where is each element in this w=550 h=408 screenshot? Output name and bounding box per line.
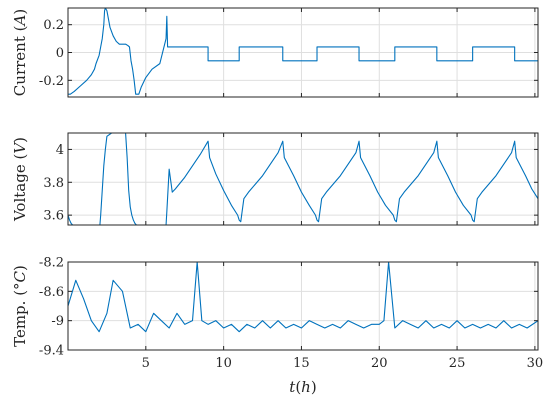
voltage-panel: 3.6 3.8 4 Voltage (V) [11, 132, 539, 226]
y-axis-label: Current (A) [11, 9, 29, 96]
x-tick-label: 5 [142, 356, 150, 371]
y-tick-label: 0.2 [43, 18, 64, 33]
axes-frame [67, 261, 539, 351]
series-line [68, 262, 538, 333]
axes-frame [67, 132, 539, 226]
x-tick-label: 25 [449, 356, 466, 371]
series-line [68, 133, 538, 225]
y-tick-label: 3.8 [43, 176, 64, 191]
x-tick-label: 15 [293, 356, 310, 371]
y-tick-label: 0 [56, 46, 64, 61]
y-tick-label: -9 [51, 314, 64, 329]
x-tick-label: 20 [371, 356, 388, 371]
current-panel: -0.2 0 0.2 Current (A) [11, 7, 539, 98]
y-tick-label: 4 [56, 143, 64, 158]
x-tick-label: 10 [215, 356, 232, 371]
y-tick-label: -8.2 [39, 256, 64, 271]
y-tick-label: 3.6 [43, 209, 64, 224]
series-line [68, 8, 538, 95]
x-tick-label: 30 [527, 356, 544, 371]
y-tick-label: -0.2 [39, 74, 64, 89]
x-axis-label: t(h) [289, 378, 316, 396]
y-tick-label: -9.4 [39, 344, 64, 359]
temperature-panel: -9.4 -9 -8.6 -8.2 5 10 15 20 25 30 Temp. (°C) t(h) [11, 256, 543, 397]
y-axis-label: Voltage (V) [11, 137, 29, 222]
y-axis-label: Temp. (°C) [11, 265, 29, 347]
y-tick-label: -8.6 [39, 285, 64, 300]
